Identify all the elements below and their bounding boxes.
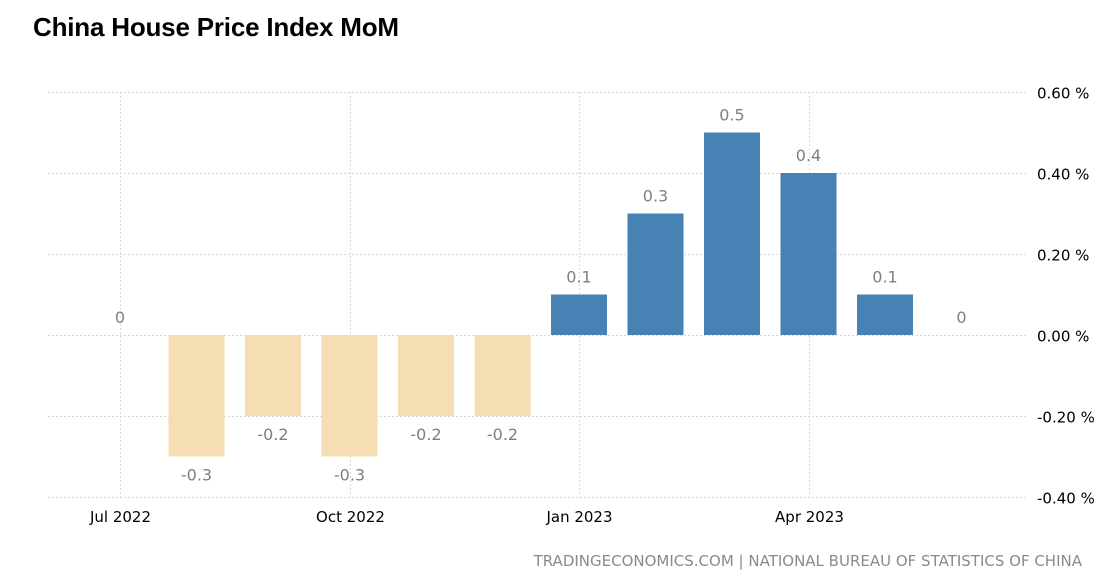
data-label: 0.1 — [872, 268, 897, 287]
data-label: 0 — [956, 308, 966, 327]
y-tick-label: 0.20 % — [1037, 247, 1089, 265]
data-label: -0.3 — [181, 466, 212, 485]
y-tick-label: 0.60 % — [1037, 85, 1089, 103]
chart-title: China House Price Index MoM — [33, 12, 399, 42]
y-tick-label: 0.00 % — [1037, 328, 1089, 346]
bar — [704, 132, 760, 335]
bar — [551, 294, 607, 335]
x-tick-label: Jul 2022 — [89, 508, 151, 526]
bar — [398, 335, 454, 416]
bar — [245, 335, 301, 416]
data-label: -0.2 — [410, 425, 441, 444]
x-tick-label: Apr 2023 — [775, 508, 844, 526]
x-tick-label: Oct 2022 — [316, 508, 385, 526]
bar — [857, 294, 913, 335]
y-tick-label: -0.40 % — [1037, 490, 1095, 508]
bar — [780, 173, 837, 335]
bar — [474, 335, 531, 416]
bar — [168, 335, 225, 457]
data-label: 0.3 — [643, 187, 668, 206]
data-label: 0.4 — [796, 146, 821, 165]
x-tick-label: Jan 2023 — [545, 508, 612, 526]
data-label: -0.3 — [334, 466, 365, 485]
data-label: 0.5 — [719, 106, 744, 125]
bar — [627, 213, 684, 335]
data-label: -0.2 — [487, 425, 518, 444]
source-credit: TRADINGECONOMICS.COM | NATIONAL BUREAU O… — [533, 552, 1082, 570]
y-tick-label: -0.20 % — [1037, 409, 1095, 427]
bar — [321, 335, 378, 457]
data-label: 0.1 — [566, 268, 591, 287]
data-label: 0 — [115, 308, 125, 327]
y-tick-label: 0.40 % — [1037, 166, 1089, 184]
data-label: -0.2 — [257, 425, 288, 444]
